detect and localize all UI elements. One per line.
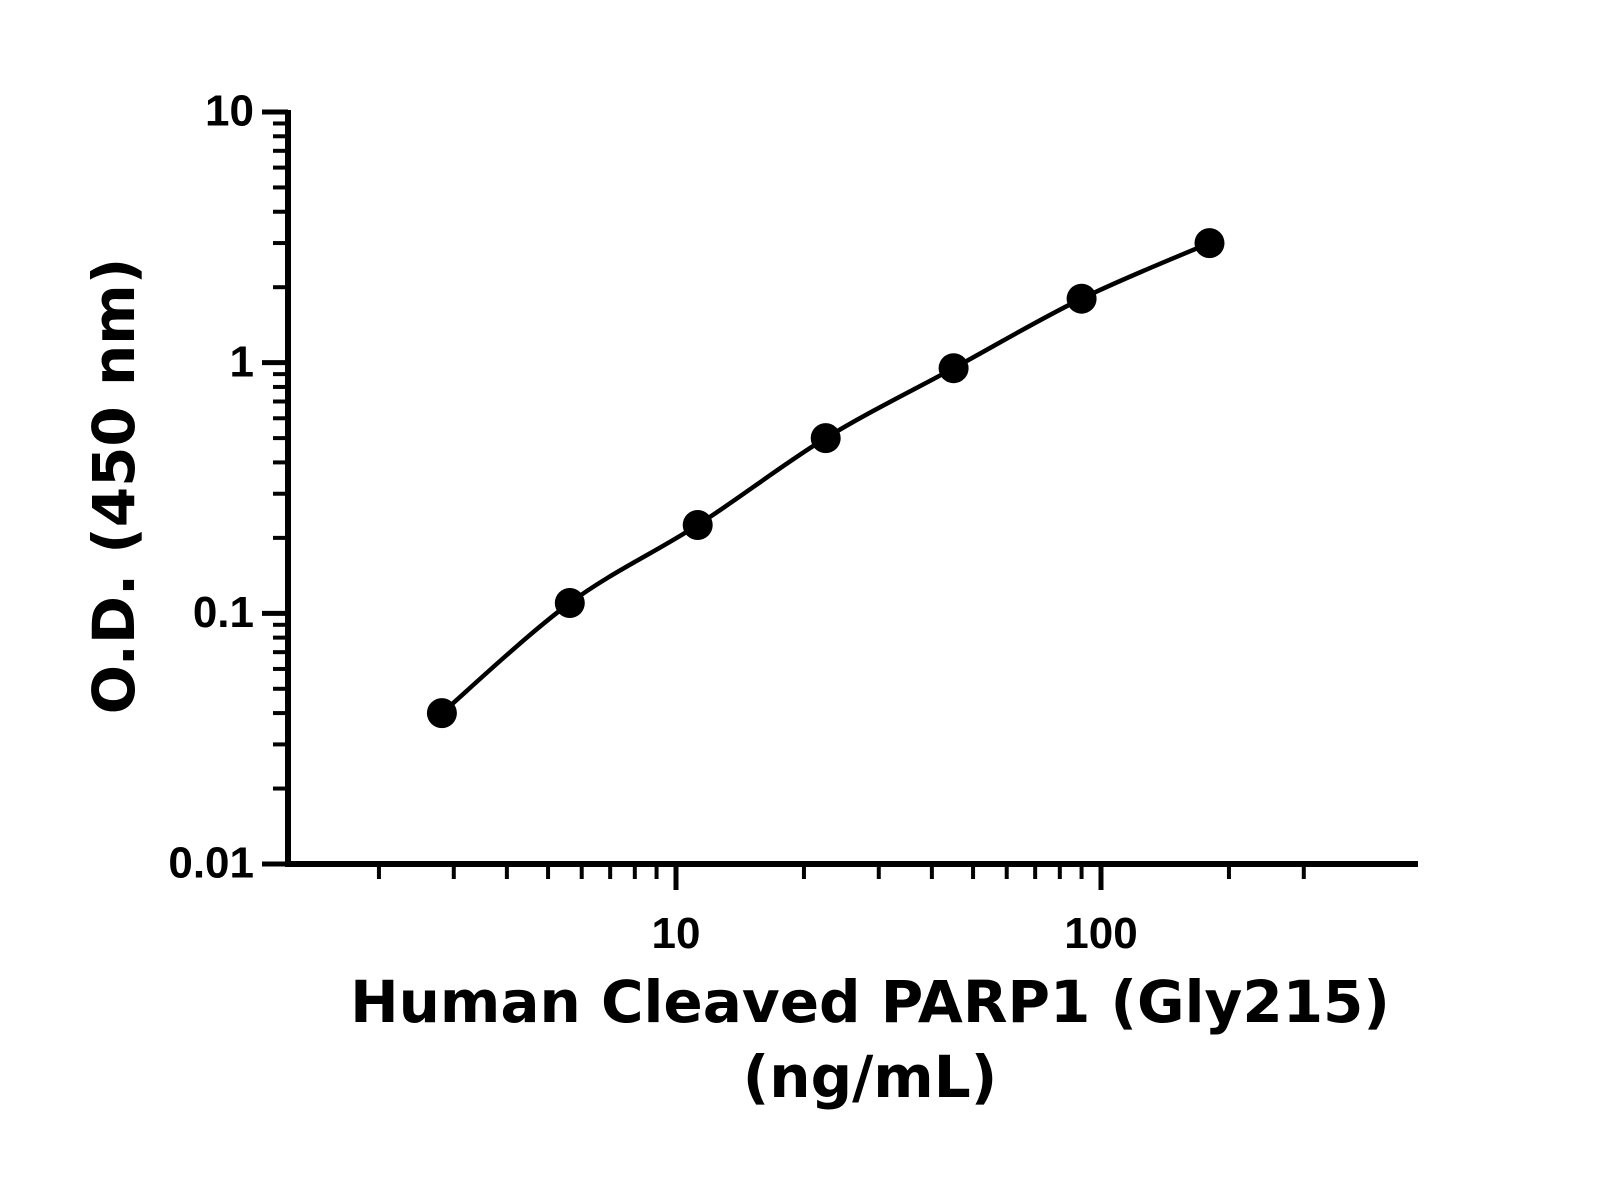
- ticks: [262, 109, 1306, 890]
- y-tick-label: 10: [205, 87, 254, 136]
- data-point: [938, 353, 969, 384]
- y-tick-label: 1: [230, 337, 254, 386]
- x-axis-title-line-1: Human Cleaved PARP1 (Gly215): [350, 968, 1390, 1036]
- data-point: [810, 423, 841, 454]
- tick-labels: 0.01 0.1 1 10 10 100: [168, 87, 1137, 958]
- y-tick-label: 0.01: [168, 839, 254, 888]
- data-point: [1194, 228, 1225, 259]
- data-point: [1066, 283, 1097, 314]
- data-points: [426, 228, 1225, 729]
- fit-curve-group: [440, 241, 1211, 715]
- axes: [285, 110, 1418, 867]
- data-point: [554, 588, 585, 618]
- x-axis-title-line-2: (ng/mL): [743, 1043, 997, 1111]
- fit-curve: [440, 241, 1211, 715]
- data-point: [682, 510, 713, 540]
- data-point: [426, 698, 457, 729]
- x-tick-label: 100: [1064, 909, 1137, 958]
- axis-titles: O.D. (450 nm) Human Cleaved PARP1 (Gly21…: [80, 258, 1390, 1111]
- y-axis-title: O.D. (450 nm): [80, 258, 148, 714]
- y-tick-label: 0.1: [193, 588, 254, 637]
- x-tick-label: 10: [652, 909, 701, 958]
